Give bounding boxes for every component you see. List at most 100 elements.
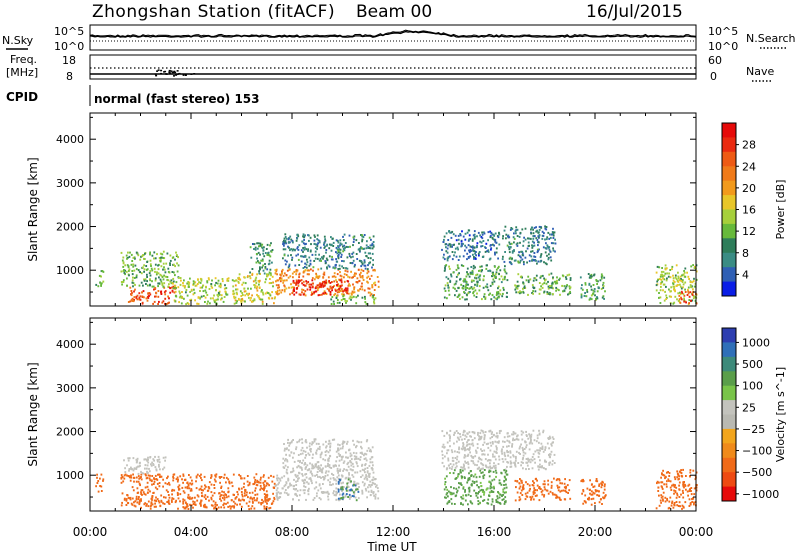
- echo-cell: [457, 234, 460, 237]
- x-tick-label: 04:00: [174, 525, 209, 539]
- echo-cell: [284, 240, 287, 242]
- echo-cell: [138, 503, 141, 506]
- echo-cell: [291, 292, 294, 295]
- echo-cell: [340, 253, 343, 256]
- echo-cell: [446, 297, 448, 300]
- echo-cell: [696, 484, 698, 487]
- echo-cell: [296, 489, 299, 492]
- echo-cell: [477, 492, 479, 495]
- echo-cell: [444, 481, 447, 483]
- echo-cell: [371, 247, 374, 250]
- echo-cell: [154, 286, 157, 289]
- echo-cell: [146, 299, 149, 302]
- echo-cell: [489, 449, 492, 452]
- echo-cell: [143, 278, 145, 281]
- echo-cell: [346, 256, 349, 259]
- echo-cell: [371, 284, 374, 287]
- echo-cell: [189, 482, 191, 485]
- echo-cell: [491, 233, 494, 236]
- echo-cell: [688, 505, 691, 507]
- echo-cell: [266, 482, 269, 485]
- echo-cell: [522, 457, 524, 459]
- echo-cell: [538, 429, 540, 432]
- echo-cell: [372, 263, 374, 266]
- echo-cell: [345, 290, 348, 293]
- echo-cell: [550, 233, 553, 236]
- echo-cell: [302, 293, 305, 296]
- echo-cell: [340, 299, 343, 301]
- echo-cell: [327, 442, 330, 445]
- echo-cell: [552, 287, 554, 290]
- echo-cell: [454, 466, 457, 469]
- echo-cell: [342, 492, 345, 495]
- echo-cell: [600, 273, 603, 276]
- echo-cell: [501, 452, 503, 455]
- echo-cell: [333, 438, 336, 441]
- echo-cell: [498, 496, 501, 499]
- echo-cell: [445, 496, 447, 499]
- echo-cell: [322, 467, 324, 470]
- echo-cell: [458, 255, 461, 258]
- echo-cell: [276, 289, 279, 292]
- echo-cell: [532, 290, 534, 293]
- echo-cell: [679, 283, 681, 286]
- echo-cell: [479, 432, 482, 435]
- echo-cell: [600, 482, 602, 485]
- echo-cell: [690, 487, 693, 489]
- echo-cell: [302, 449, 305, 452]
- echo-cell: [200, 489, 203, 491]
- echo-cell: [323, 476, 326, 479]
- echo-cell: [540, 490, 543, 493]
- echo-cell: [306, 273, 309, 276]
- echo-cell: [206, 495, 209, 498]
- echo-cell: [526, 491, 529, 494]
- echo-cell: [287, 477, 290, 480]
- echo-cell: [494, 467, 496, 470]
- echo-cell: [315, 272, 317, 275]
- echo-cell: [519, 290, 521, 293]
- echo-cell: [527, 245, 530, 247]
- echo-cell: [217, 279, 220, 282]
- echo-cell: [567, 293, 569, 296]
- echo-cell: [533, 487, 536, 490]
- echo-cell: [144, 502, 147, 505]
- echo-cell: [462, 431, 465, 434]
- echo-cell: [371, 484, 373, 486]
- echo-cell: [318, 469, 321, 472]
- echo-cell: [308, 273, 310, 276]
- echo-cell: [462, 487, 465, 490]
- echo-cell: [540, 275, 543, 278]
- echo-cell: [566, 274, 569, 277]
- echo-cell: [283, 237, 286, 240]
- echo-cell: [216, 504, 218, 506]
- echo-cell: [528, 237, 531, 240]
- echo-cell: [456, 295, 459, 298]
- echo-cell: [96, 482, 99, 484]
- echo-cell: [187, 508, 190, 510]
- echo-cell: [363, 484, 366, 487]
- echo-cell: [200, 504, 202, 507]
- echo-cell: [465, 435, 468, 438]
- echo-cell: [265, 494, 267, 497]
- echo-cell: [530, 498, 532, 501]
- echo-cell: [350, 480, 352, 483]
- echo-cell: [293, 288, 295, 291]
- echo-cell: [463, 476, 466, 479]
- echo-cell: [695, 471, 698, 474]
- echo-cell: [345, 289, 348, 292]
- echo-cell: [370, 467, 373, 470]
- echo-cell: [556, 288, 559, 291]
- echo-cell: [295, 254, 298, 257]
- echo-cell: [495, 499, 498, 502]
- echo-cell: [293, 452, 295, 455]
- echo-cell: [355, 239, 358, 242]
- echo-cell: [128, 268, 131, 271]
- echo-cell: [211, 279, 213, 282]
- echo-cell: [359, 470, 362, 473]
- echo-cell: [313, 487, 316, 490]
- echo-cell: [323, 271, 326, 274]
- echo-cell: [282, 241, 285, 244]
- echo-cell: [99, 281, 102, 284]
- echo-cell: [144, 252, 146, 255]
- echo-cell: [534, 489, 536, 492]
